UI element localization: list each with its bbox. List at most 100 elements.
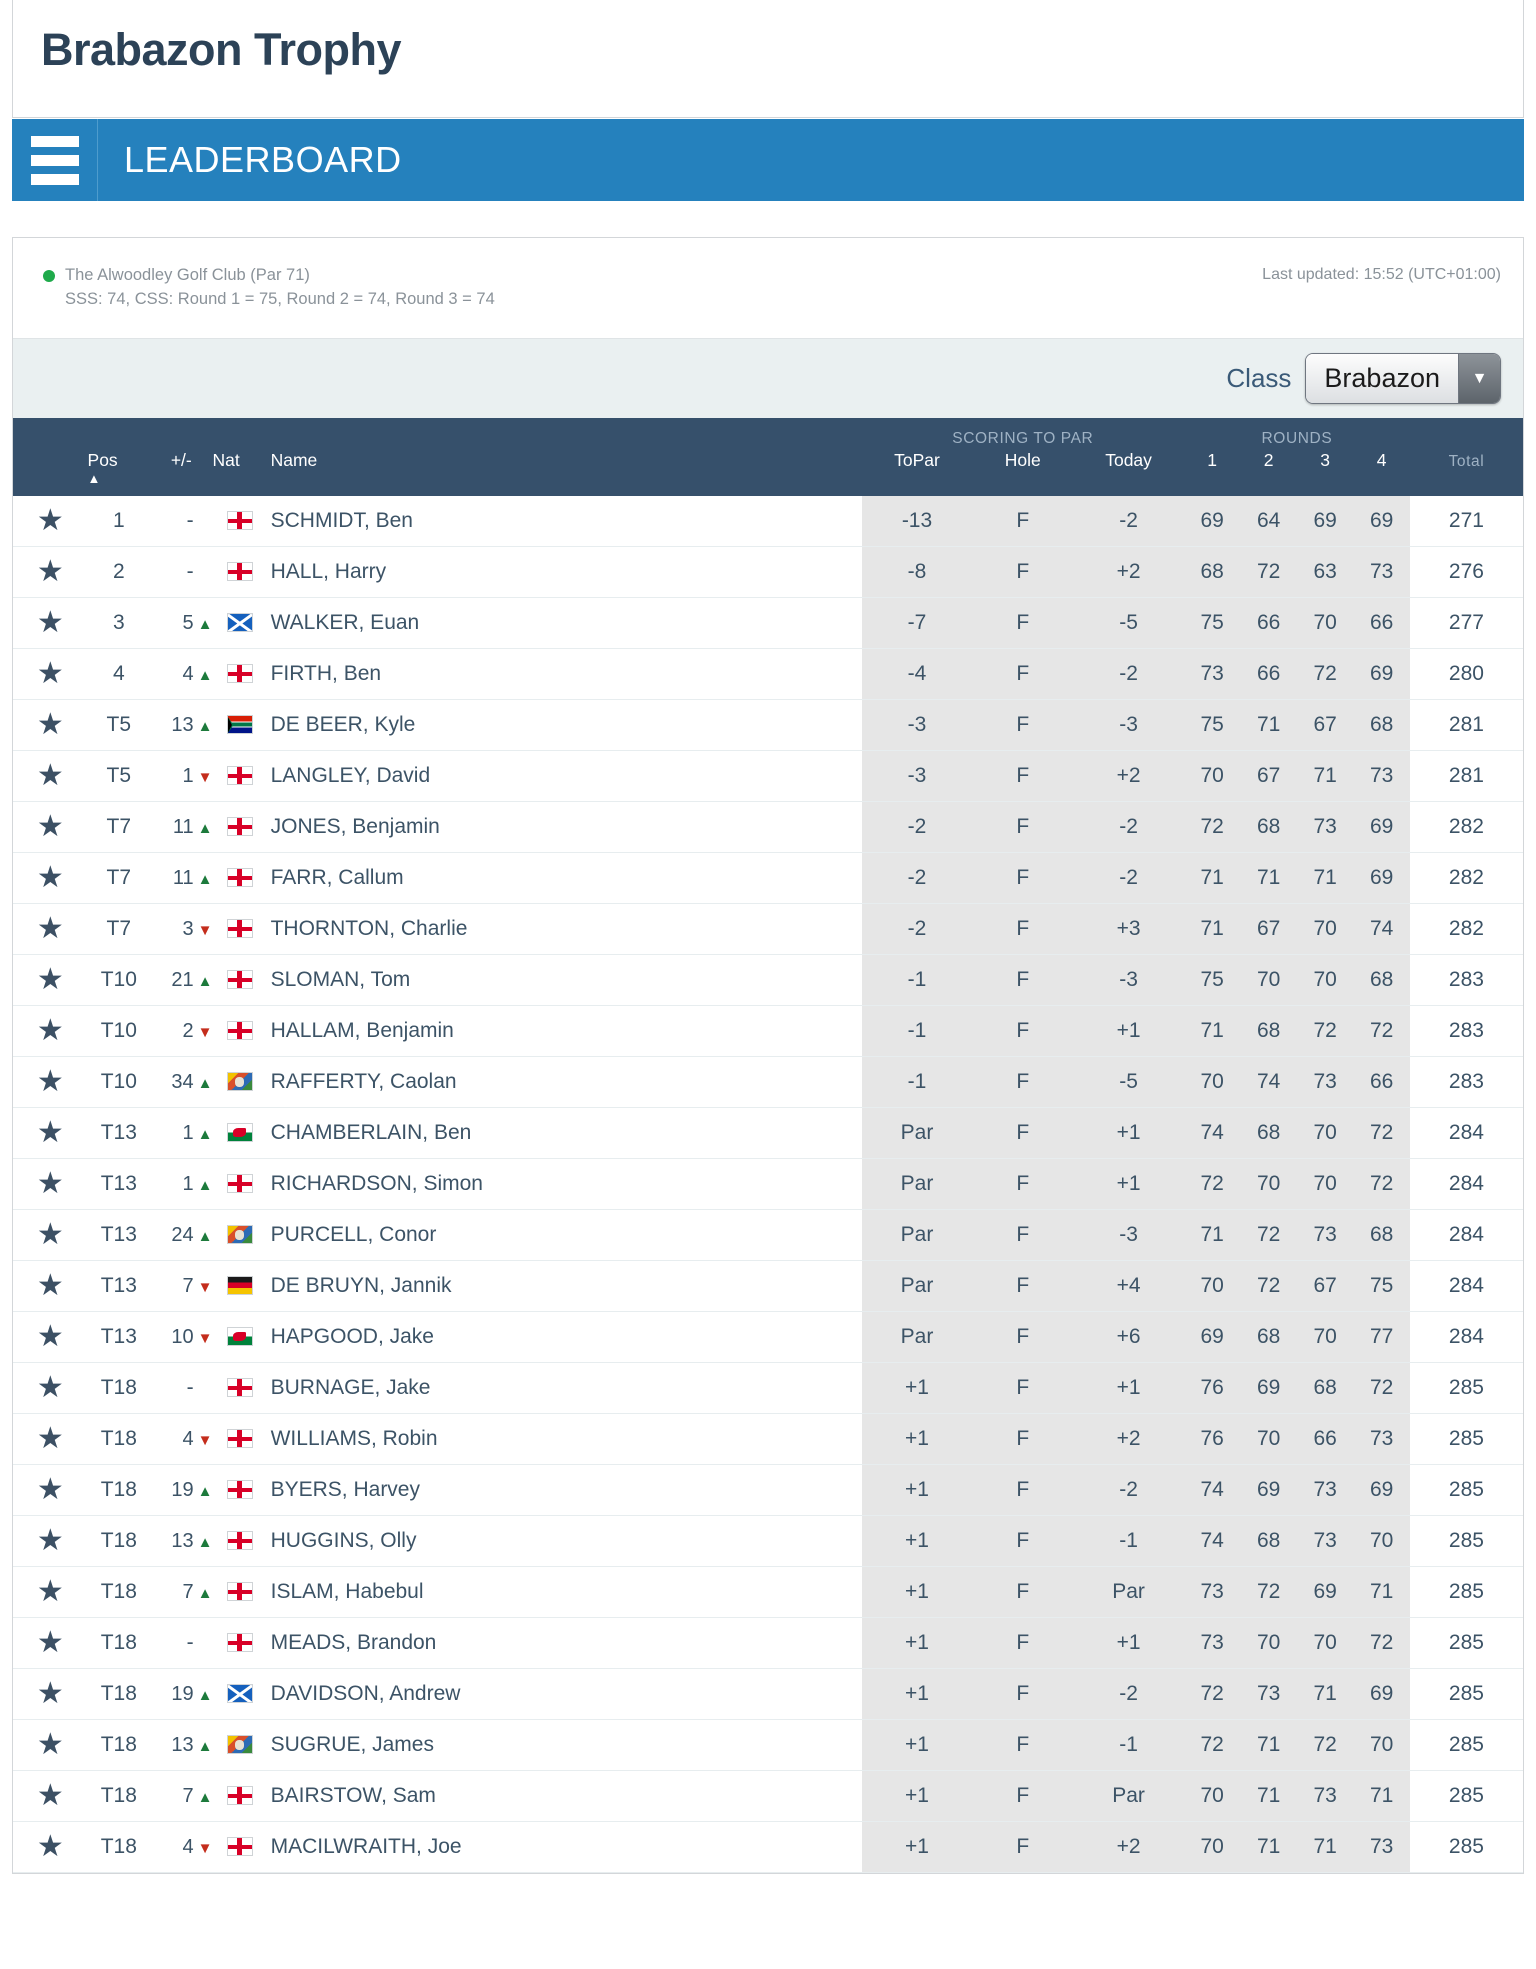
table-row[interactable]: ★ T5 1 ▼ LANGLEY, David -3 F +2 70 67 71 73 281 — [13, 750, 1523, 803]
favourite-star-cell[interactable]: ★ — [13, 1821, 88, 1874]
table-row[interactable]: ★ T10 2 ▼ HALLAM, Benjamin -1 F +1 71 68 72 72 283 — [13, 1005, 1523, 1058]
table-row[interactable]: ★ T7 3 ▼ THORNTON, Charlie -2 F +3 71 67 70 74 282 — [13, 903, 1523, 956]
star-icon[interactable]: ★ — [36, 1320, 64, 1354]
table-row[interactable]: ★ T13 1 ▲ RICHARDSON, Simon Par F +1 72 70 70 72 284 — [13, 1158, 1523, 1211]
favourite-star-cell[interactable]: ★ — [13, 1107, 88, 1160]
favourite-star-cell[interactable]: ★ — [13, 1566, 88, 1619]
cell-player-name[interactable]: HALLAM, Benjamin — [260, 1005, 862, 1058]
cell-player-name[interactable]: MACILWRAITH, Joe — [260, 1821, 862, 1874]
star-icon[interactable]: ★ — [36, 555, 64, 589]
table-row[interactable]: ★ 3 5 ▲ WALKER, Euan -7 F -5 75 66 70 66 277 — [13, 597, 1523, 650]
star-icon[interactable]: ★ — [36, 504, 64, 538]
cell-player-name[interactable]: SLOMAN, Tom — [260, 954, 862, 1007]
star-icon[interactable]: ★ — [36, 912, 64, 946]
star-icon[interactable]: ★ — [36, 1728, 64, 1762]
cell-player-name[interactable]: BAIRSTOW, Sam — [260, 1770, 862, 1823]
favourite-star-cell[interactable]: ★ — [13, 648, 88, 701]
favourite-star-cell[interactable]: ★ — [13, 1209, 88, 1262]
cell-player-name[interactable]: WILLIAMS, Robin — [260, 1413, 862, 1466]
cell-player-name[interactable]: FARR, Callum — [260, 852, 862, 905]
star-icon[interactable]: ★ — [36, 1269, 64, 1303]
star-icon[interactable]: ★ — [36, 1065, 64, 1099]
star-icon[interactable]: ★ — [36, 606, 64, 640]
star-icon[interactable]: ★ — [36, 861, 64, 895]
cell-player-name[interactable]: FIRTH, Ben — [260, 648, 862, 701]
cell-player-name[interactable]: MEADS, Brandon — [260, 1617, 862, 1670]
cell-player-name[interactable]: THORNTON, Charlie — [260, 903, 862, 956]
column-header-today[interactable]: Today — [1073, 450, 1184, 496]
star-icon[interactable]: ★ — [36, 1167, 64, 1201]
table-row[interactable]: ★ T18 7 ▲ BAIRSTOW, Sam +1 F Par 70 71 73 71 285 — [13, 1770, 1523, 1823]
cell-player-name[interactable]: PURCELL, Conor — [260, 1209, 862, 1262]
table-row[interactable]: ★ T7 11 ▲ JONES, Benjamin -2 F -2 72 68 73 69 282 — [13, 801, 1523, 854]
table-row[interactable]: ★ T18 19 ▲ DAVIDSON, Andrew +1 F -2 72 73 71 69 285 — [13, 1668, 1523, 1721]
star-icon[interactable]: ★ — [36, 1626, 64, 1660]
cell-player-name[interactable]: RAFFERTY, Caolan — [260, 1056, 862, 1109]
favourite-star-cell[interactable]: ★ — [13, 750, 88, 803]
cell-player-name[interactable]: JONES, Benjamin — [260, 801, 862, 854]
favourite-star-cell[interactable]: ★ — [13, 597, 88, 650]
favourite-star-cell[interactable]: ★ — [13, 1464, 88, 1517]
favourite-star-cell[interactable]: ★ — [13, 546, 88, 599]
star-icon[interactable]: ★ — [36, 1218, 64, 1252]
favourite-star-cell[interactable]: ★ — [13, 1770, 88, 1823]
class-select[interactable]: Brabazon ▼ — [1305, 353, 1501, 405]
star-icon[interactable]: ★ — [36, 1575, 64, 1609]
cell-player-name[interactable]: BYERS, Harvey — [260, 1464, 862, 1517]
column-header-total[interactable]: Total — [1409, 418, 1523, 496]
chevron-down-icon[interactable]: ▼ — [1458, 354, 1500, 404]
column-header-name[interactable]: Name — [260, 450, 862, 496]
favourite-star-cell[interactable]: ★ — [13, 1617, 88, 1670]
star-icon[interactable]: ★ — [36, 657, 64, 691]
cell-player-name[interactable]: LANGLEY, David — [260, 750, 862, 803]
table-row[interactable]: ★ T18 13 ▲ HUGGINS, Olly +1 F -1 74 68 73 70 285 — [13, 1515, 1523, 1568]
class-select-value[interactable]: Brabazon — [1306, 354, 1458, 404]
favourite-star-cell[interactable]: ★ — [13, 1362, 88, 1415]
column-header-round-2[interactable]: 2 — [1240, 450, 1297, 496]
favourite-star-cell[interactable]: ★ — [13, 801, 88, 854]
cell-player-name[interactable]: HUGGINS, Olly — [260, 1515, 862, 1568]
column-header-hole[interactable]: Hole — [972, 450, 1074, 496]
favourite-star-cell[interactable]: ★ — [13, 1311, 88, 1364]
hamburger-menu-icon[interactable] — [12, 119, 98, 202]
star-icon[interactable]: ★ — [36, 1677, 64, 1711]
favourite-star-cell[interactable]: ★ — [13, 1158, 88, 1211]
column-header-pos[interactable]: Pos ▲ — [87, 450, 151, 496]
table-row[interactable]: ★ T13 10 ▼ HAPGOOD, Jake Par F +6 69 68 70 77 284 — [13, 1311, 1523, 1364]
star-icon[interactable]: ★ — [36, 1014, 64, 1048]
table-row[interactable]: ★ T18 19 ▲ BYERS, Harvey +1 F -2 74 69 73 69 285 — [13, 1464, 1523, 1517]
star-icon[interactable]: ★ — [36, 1524, 64, 1558]
star-icon[interactable]: ★ — [36, 1779, 64, 1813]
favourite-star-cell[interactable]: ★ — [13, 495, 88, 548]
column-header-nat[interactable]: Nat — [212, 450, 261, 496]
table-row[interactable]: ★ T18 4 ▼ MACILWRAITH, Joe +1 F +2 70 71 71 73 285 — [13, 1821, 1523, 1874]
star-icon[interactable]: ★ — [36, 810, 64, 844]
cell-player-name[interactable]: WALKER, Euan — [260, 597, 862, 650]
table-row[interactable]: ★ 4 4 ▲ FIRTH, Ben -4 F -2 73 66 72 69 280 — [13, 648, 1523, 701]
cell-player-name[interactable]: SUGRUE, James — [260, 1719, 862, 1772]
star-icon[interactable]: ★ — [36, 963, 64, 997]
favourite-star-cell[interactable]: ★ — [13, 1413, 88, 1466]
table-row[interactable]: ★ T18 4 ▼ WILLIAMS, Robin +1 F +2 76 70 66 73 285 — [13, 1413, 1523, 1466]
table-row[interactable]: ★ T13 24 ▲ PURCELL, Conor Par F -3 71 72 73 68 284 — [13, 1209, 1523, 1262]
star-icon[interactable]: ★ — [36, 1830, 64, 1864]
star-icon[interactable]: ★ — [36, 1116, 64, 1150]
column-header-topar[interactable]: ToPar — [861, 450, 973, 496]
column-header-movement[interactable]: +/- — [150, 450, 213, 496]
star-icon[interactable]: ★ — [36, 1422, 64, 1456]
cell-player-name[interactable]: DE BRUYN, Jannik — [260, 1260, 862, 1313]
cell-player-name[interactable]: RICHARDSON, Simon — [260, 1158, 862, 1211]
favourite-star-cell[interactable]: ★ — [13, 699, 88, 752]
sort-ascending-icon[interactable]: ▲ — [87, 471, 101, 487]
table-row[interactable]: ★ T13 7 ▼ DE BRUYN, Jannik Par F +4 70 72 67 75 284 — [13, 1260, 1523, 1313]
cell-player-name[interactable]: DAVIDSON, Andrew — [260, 1668, 862, 1721]
star-icon[interactable]: ★ — [36, 1371, 64, 1405]
cell-player-name[interactable]: ISLAM, Habebul — [260, 1566, 862, 1619]
favourite-star-cell[interactable]: ★ — [13, 1260, 88, 1313]
favourite-star-cell[interactable]: ★ — [13, 1668, 88, 1721]
favourite-star-cell[interactable]: ★ — [13, 1719, 88, 1772]
